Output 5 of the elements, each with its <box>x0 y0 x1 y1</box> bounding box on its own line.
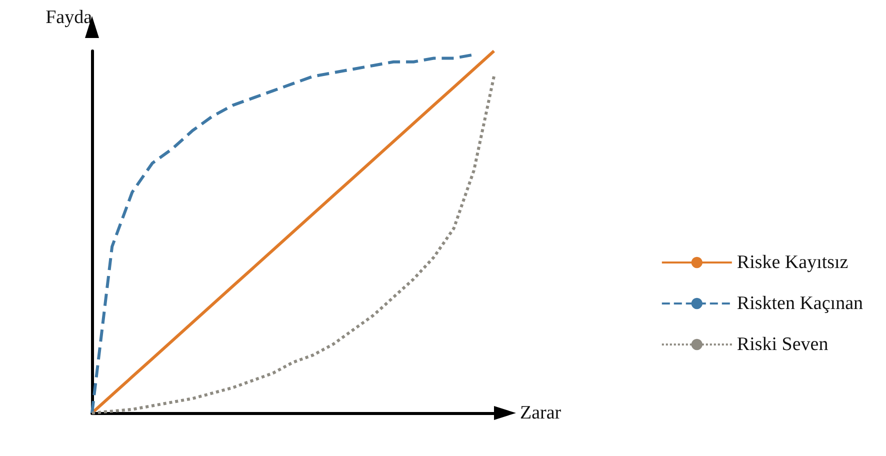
x-axis-title: Zarar <box>520 402 562 424</box>
legend-label: Riski Seven <box>736 334 829 355</box>
legend-label: Riske Kayıtsız <box>736 252 848 273</box>
legend-label: Riskten Kaçınan <box>736 293 864 314</box>
y-axis-title: Fayda <box>46 7 93 28</box>
